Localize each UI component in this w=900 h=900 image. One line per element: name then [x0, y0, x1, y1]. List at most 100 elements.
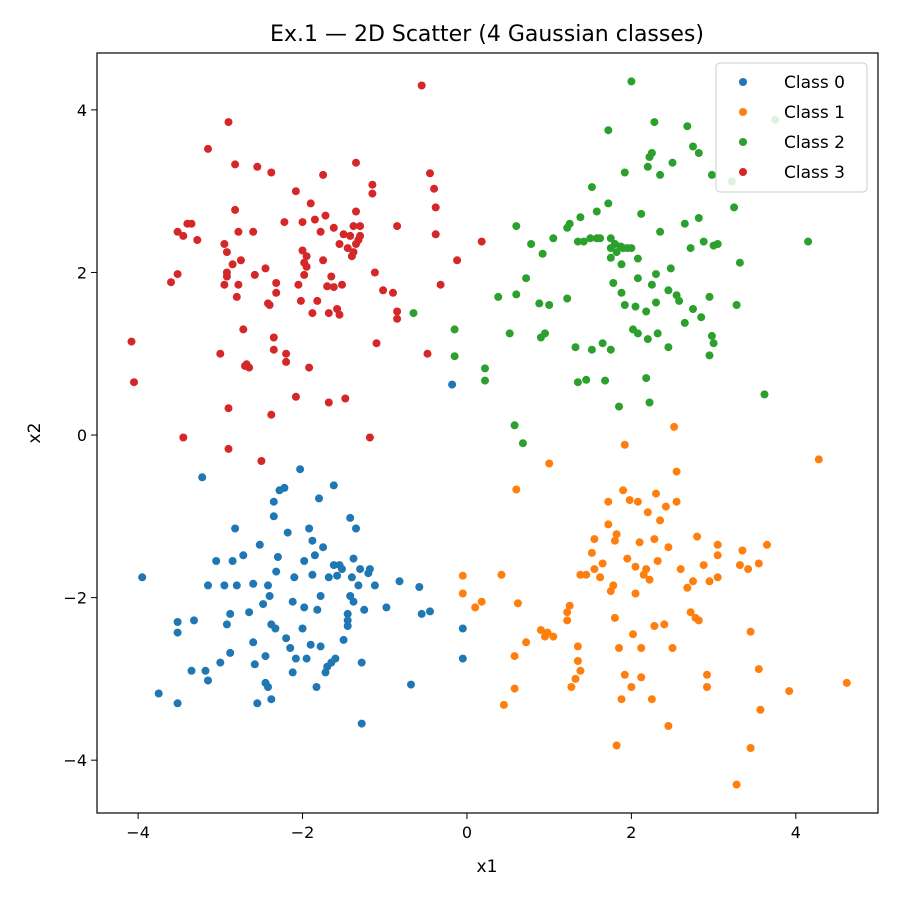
data-point: [264, 683, 272, 691]
data-point: [481, 364, 489, 373]
data-point: [672, 497, 681, 506]
data-point: [693, 532, 702, 541]
data-point: [738, 546, 747, 555]
data-point: [619, 486, 628, 495]
data-point: [707, 170, 716, 179]
data-point: [360, 605, 369, 614]
data-point: [231, 205, 240, 214]
data-point: [664, 543, 673, 552]
data-point: [232, 581, 241, 590]
data-point: [302, 654, 311, 663]
data-point: [675, 296, 684, 305]
data-point: [596, 234, 605, 243]
data-point: [633, 329, 642, 338]
data-point: [522, 274, 531, 283]
data-point: [512, 485, 521, 494]
data-point: [335, 310, 344, 319]
data-point: [633, 274, 642, 283]
data-point: [627, 244, 636, 253]
data-point: [222, 248, 231, 257]
y-axis-label: x2: [25, 423, 45, 444]
data-point: [576, 213, 585, 222]
data-point: [518, 439, 527, 448]
data-point: [633, 497, 642, 506]
data-point: [643, 162, 652, 171]
data-point: [305, 524, 314, 533]
data-point: [571, 343, 580, 352]
data-point: [331, 654, 340, 663]
data-point: [458, 654, 467, 663]
data-point: [680, 219, 689, 228]
data-point: [154, 689, 163, 698]
data-point: [250, 270, 259, 279]
data-point: [652, 298, 660, 307]
data-point: [610, 613, 619, 622]
data-point: [650, 535, 659, 544]
data-point: [426, 607, 434, 616]
data-point: [323, 282, 332, 291]
data-point: [713, 573, 722, 582]
data-point: [265, 301, 274, 309]
data-point: [565, 601, 574, 610]
data-point: [296, 465, 305, 474]
data-point: [436, 280, 445, 289]
data-point: [319, 256, 328, 265]
data-point: [283, 528, 292, 537]
data-point: [204, 144, 212, 153]
data-point: [167, 278, 175, 287]
data-point: [306, 199, 315, 208]
data-point: [265, 592, 274, 600]
legend-marker: [739, 108, 747, 116]
data-point: [269, 345, 278, 354]
data-point: [343, 244, 352, 253]
data-point: [316, 592, 325, 600]
y-tick-label: 0: [77, 426, 87, 445]
data-point: [631, 302, 640, 311]
data-point: [271, 624, 280, 633]
data-point: [356, 565, 365, 574]
data-point: [298, 218, 307, 227]
data-point: [746, 627, 755, 636]
data-point: [689, 305, 697, 313]
data-point: [179, 231, 188, 240]
data-point: [352, 158, 360, 167]
data-point: [347, 573, 356, 582]
data-point: [579, 237, 588, 246]
data-point: [255, 540, 264, 549]
data-point: [732, 780, 741, 789]
data-point: [261, 652, 270, 661]
data-point: [606, 234, 615, 243]
data-point: [563, 294, 572, 303]
data-point: [338, 565, 346, 574]
data-point: [308, 309, 317, 318]
data-point: [173, 628, 182, 637]
data-point: [291, 654, 300, 663]
data-point: [280, 483, 289, 492]
data-point: [709, 339, 718, 348]
data-point: [204, 676, 212, 685]
data-point: [563, 616, 572, 625]
data-point: [670, 422, 679, 431]
data-point: [694, 149, 703, 157]
data-point: [652, 489, 660, 498]
data-point: [617, 288, 626, 297]
data-point: [291, 187, 300, 196]
data-point: [300, 557, 309, 565]
data-point: [505, 329, 514, 338]
data-point: [647, 280, 656, 289]
data-point: [228, 557, 237, 565]
data-point: [510, 652, 519, 661]
data-point: [365, 565, 374, 574]
data-point: [343, 616, 352, 625]
data-point: [423, 349, 432, 358]
data-point: [352, 524, 360, 533]
data-point: [615, 644, 623, 652]
data-point: [220, 240, 229, 248]
data-point: [549, 234, 558, 243]
data-point: [754, 559, 763, 568]
data-point: [754, 665, 763, 674]
data-point: [257, 457, 266, 465]
data-point: [604, 199, 613, 208]
data-point: [407, 680, 415, 689]
ticks-layer: −4 −2 0 2 4 −4 −2 0 2 4: [63, 101, 800, 842]
